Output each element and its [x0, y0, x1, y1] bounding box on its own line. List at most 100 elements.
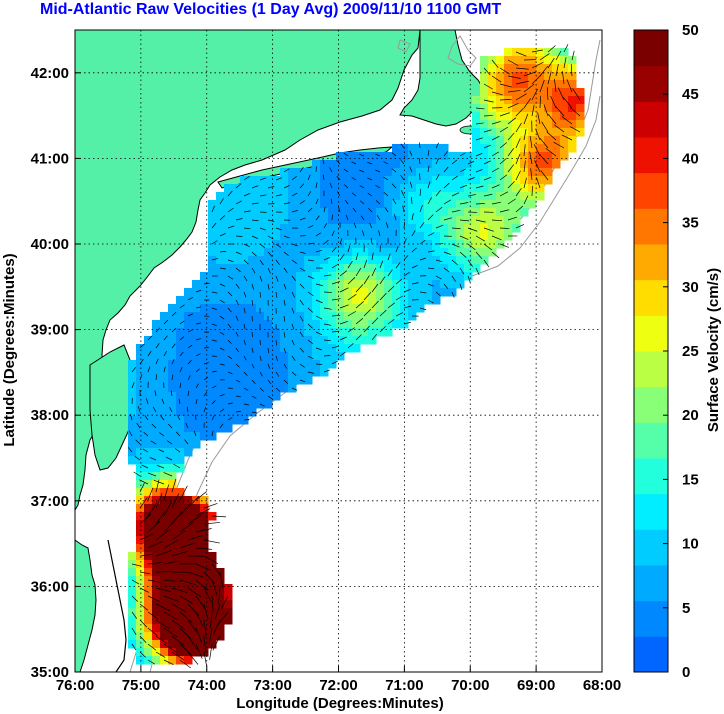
velocity-vector [187, 390, 190, 397]
velocity-vector [131, 382, 135, 389]
velocity-vector [195, 306, 202, 309]
velocity-cell [360, 176, 369, 185]
velocity-vector [203, 362, 209, 365]
velocity-vector [275, 227, 282, 231]
velocity-cell [168, 432, 177, 441]
velocity-cell [184, 624, 193, 633]
velocity-cell [280, 192, 289, 201]
velocity-cell [168, 528, 177, 537]
colorbar-tick-label: 0 [682, 664, 690, 681]
velocity-vector [400, 190, 405, 197]
velocity-cell [384, 152, 393, 161]
velocity-vector [419, 291, 427, 294]
velocity-cell [128, 424, 137, 433]
velocity-cell [152, 448, 161, 457]
velocity-vector [243, 259, 249, 265]
velocity-cell [168, 328, 177, 337]
velocity-cell [352, 176, 361, 185]
velocity-vector [572, 88, 581, 101]
velocity-cell [152, 352, 161, 361]
velocity-cell [544, 80, 553, 89]
velocity-cell [280, 352, 289, 361]
velocity-cell [552, 72, 561, 81]
velocity-cell [160, 552, 169, 561]
velocity-vector [208, 627, 213, 644]
velocity-vector [323, 239, 329, 245]
velocity-vector [251, 235, 258, 239]
velocity-cell [368, 328, 377, 337]
velocity-vector [211, 258, 218, 261]
velocity-vector [530, 168, 533, 181]
velocity-vector [291, 387, 298, 391]
colorbar-swatch [634, 244, 668, 281]
velocity-cell [200, 608, 209, 617]
velocity-cell [392, 152, 401, 161]
velocity-vector [195, 611, 204, 627]
velocity-cell [416, 248, 425, 257]
velocity-cell [128, 552, 137, 561]
velocity-vector [499, 227, 510, 229]
velocity-cell [504, 176, 513, 185]
velocity-cell [448, 160, 457, 169]
velocity-cell [368, 168, 377, 177]
velocity-cell [176, 552, 185, 561]
velocity-cell [176, 352, 185, 361]
velocity-cell [384, 312, 393, 321]
velocity-vector [355, 267, 362, 277]
velocity-cell [152, 512, 161, 521]
velocity-vector [443, 283, 449, 289]
velocity-cell [160, 600, 169, 609]
velocity-cell [272, 360, 281, 369]
velocity-vector [143, 431, 149, 437]
velocity-vector [291, 307, 295, 314]
velocity-vector [179, 627, 192, 640]
velocity-vector [179, 659, 191, 669]
velocity-cell [512, 120, 521, 129]
velocity-cell [232, 352, 241, 361]
velocity-vector [435, 189, 441, 197]
velocity-cell [304, 248, 313, 257]
velocity-vector [459, 202, 469, 205]
colorbar-swatch [634, 351, 668, 388]
velocity-cell [408, 192, 417, 201]
velocity-cell [264, 304, 273, 313]
velocity-cell [472, 192, 481, 201]
velocity-cell [576, 88, 585, 97]
velocity-cell [136, 488, 145, 497]
velocity-cell [240, 232, 249, 241]
velocity-cell [392, 160, 401, 169]
velocity-cell [384, 272, 393, 281]
velocity-cell [440, 144, 449, 153]
velocity-cell [280, 176, 289, 185]
velocity-cell [264, 368, 273, 377]
velocity-cell [536, 120, 545, 129]
velocity-vector [419, 142, 421, 149]
velocity-cell [344, 232, 353, 241]
velocity-cell [544, 112, 553, 121]
velocity-vector [127, 447, 133, 453]
velocity-vector [235, 251, 242, 255]
velocity-cell [496, 144, 505, 153]
velocity-cell [408, 232, 417, 241]
velocity-cell [416, 176, 425, 185]
velocity-cell [504, 144, 513, 153]
velocity-vector [179, 522, 194, 533]
colorbar-tick-label: 50 [682, 22, 699, 39]
velocity-vector [331, 345, 339, 349]
velocity-cell [504, 120, 513, 129]
velocity-cell [352, 328, 361, 337]
velocity-vector [507, 75, 521, 79]
velocity-cell [208, 312, 217, 321]
velocity-vector [195, 528, 212, 533]
velocity-vector [144, 414, 149, 421]
velocity-vector [561, 134, 573, 141]
velocity-cell [384, 160, 393, 169]
velocity-cell [160, 520, 169, 529]
velocity-cell [192, 392, 201, 401]
velocity-vector [131, 595, 138, 602]
velocity-cell [496, 136, 505, 145]
velocity-vector [419, 239, 426, 245]
velocity-vector [186, 406, 189, 413]
velocity-vector [403, 255, 409, 261]
velocity-vector [155, 343, 160, 349]
